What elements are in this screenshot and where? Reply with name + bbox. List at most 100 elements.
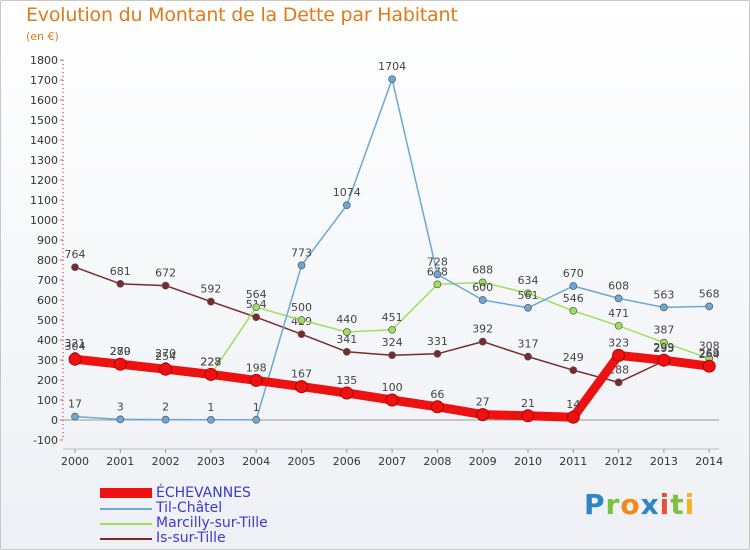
data-label: 27 — [476, 396, 490, 409]
data-label: 14 — [566, 398, 580, 411]
data-point — [614, 294, 623, 303]
y-tick-label: 1100 — [30, 194, 58, 207]
data-point — [478, 296, 487, 304]
legend-label-is-sur-tille: Is-sur-Tille — [156, 530, 226, 546]
data-label: 269 — [699, 347, 720, 360]
data-label: 564 — [246, 288, 267, 301]
y-tick-label: 500 — [37, 314, 58, 327]
data-point — [71, 263, 79, 272]
data-label: 167 — [291, 368, 312, 381]
data-point — [249, 373, 263, 387]
y-tick-label: -100 — [33, 434, 58, 447]
data-point — [702, 359, 716, 373]
legend-label-echevannes: ÉCHEVANNES — [156, 485, 251, 501]
data-label: 670 — [563, 267, 584, 280]
legend-item-marcilly: Marcilly-sur-Tille — [100, 516, 360, 531]
x-tick-label: 2006 — [333, 455, 361, 468]
data-point — [68, 352, 82, 366]
data-point — [342, 201, 351, 210]
data-point — [569, 366, 578, 375]
data-label: 3 — [117, 400, 124, 413]
data-point — [385, 393, 399, 407]
data-label: 198 — [246, 361, 267, 374]
data-point — [388, 75, 396, 84]
y-tick-label: 100 — [37, 394, 58, 407]
data-label: 546 — [563, 292, 584, 305]
y-tick-label: 1700 — [30, 74, 58, 87]
data-point — [433, 270, 442, 279]
legend-item-is-sur-tille: Is-sur-Tille — [100, 531, 360, 546]
data-point — [295, 380, 308, 394]
data-point — [207, 415, 215, 424]
data-point — [159, 362, 173, 376]
data-label: 672 — [155, 267, 176, 280]
data-point — [388, 325, 396, 334]
data-point — [430, 400, 444, 414]
data-label: 500 — [291, 301, 312, 314]
data-label: 341 — [336, 333, 357, 346]
data-point — [342, 328, 351, 336]
data-label: 66 — [430, 388, 444, 401]
y-tick-label: 400 — [37, 334, 58, 347]
x-tick-label: 2012 — [605, 455, 633, 468]
data-label: 254 — [155, 350, 176, 363]
x-tick-label: 2002 — [152, 455, 180, 468]
data-point — [478, 337, 487, 346]
data-point — [569, 306, 578, 315]
data-point — [478, 278, 487, 287]
data-label: 295 — [653, 342, 674, 355]
data-point — [614, 378, 623, 387]
legend-item-echevannes: ÉCHEVANNES — [100, 486, 360, 501]
chart-legend: ÉCHEVANNES Til-Châtel Marcilly-sur-Tille… — [100, 486, 360, 546]
data-point — [524, 289, 532, 298]
data-label: 563 — [653, 288, 674, 301]
data-label: 688 — [472, 263, 493, 276]
data-label: 321 — [65, 337, 86, 350]
data-point — [71, 412, 79, 421]
data-label: 280 — [110, 345, 131, 358]
y-tick-label: 1600 — [30, 94, 58, 107]
x-tick-label: 2010 — [514, 455, 542, 468]
data-point — [113, 357, 127, 371]
data-label: 608 — [608, 279, 629, 292]
data-point — [388, 351, 396, 360]
data-label: 270 — [155, 347, 176, 360]
data-label: 568 — [699, 287, 720, 300]
x-tick-label: 2011 — [559, 455, 587, 468]
data-label: 592 — [200, 283, 221, 296]
y-tick-label: 600 — [37, 294, 58, 307]
data-label: 324 — [382, 336, 403, 349]
legend-item-til-chatel: Til-Châtel — [100, 501, 360, 516]
y-tick-label: 1800 — [30, 54, 58, 67]
data-label: 2 — [162, 401, 169, 414]
data-label: 728 — [427, 255, 448, 268]
data-label: 1704 — [378, 60, 406, 73]
data-point — [566, 410, 580, 424]
data-label: 681 — [110, 265, 131, 278]
data-point — [161, 281, 170, 290]
data-label: 249 — [563, 351, 584, 364]
data-point — [207, 297, 215, 306]
data-label: 1 — [253, 401, 260, 414]
chart-title: Evolution du Montant de la Dette par Hab… — [26, 4, 458, 26]
legend-swatch-til-chatel — [100, 508, 152, 510]
data-label: 299 — [653, 341, 674, 354]
data-label: 308 — [699, 339, 720, 352]
data-point — [521, 409, 535, 423]
data-label: 331 — [427, 335, 448, 348]
y-tick-label: 800 — [37, 254, 58, 267]
legend-swatch-echevannes — [100, 488, 152, 498]
chart-subtitle: (en €) — [26, 30, 59, 43]
data-label: 440 — [336, 313, 357, 326]
data-point — [612, 348, 626, 362]
y-tick-label: 1200 — [30, 174, 58, 187]
data-point — [660, 338, 668, 347]
data-label: 451 — [382, 311, 403, 324]
data-label: 228 — [200, 355, 221, 368]
data-label: 773 — [291, 246, 312, 259]
y-tick-label: 1300 — [30, 154, 58, 167]
data-label: 600 — [472, 281, 493, 294]
data-point — [524, 352, 532, 361]
y-tick-label: 1500 — [30, 114, 58, 127]
